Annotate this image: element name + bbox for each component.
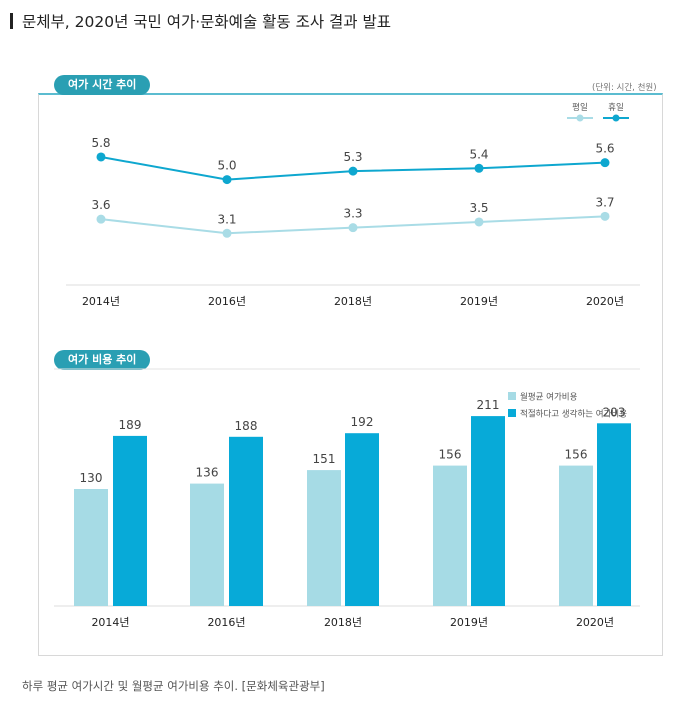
line-data-label: 3.6: [91, 198, 110, 212]
bar: [74, 489, 108, 606]
bar-x-tick-label: 2019년: [450, 616, 488, 629]
line-legend-marker: [612, 114, 620, 122]
bar-data-label: 151: [313, 452, 336, 466]
line-chart-title: 여가 시간 추이: [54, 75, 151, 95]
line-legend-marker: [576, 114, 584, 122]
line-point: [222, 175, 232, 185]
bar-data-label: 188: [235, 419, 258, 433]
bar-legend-swatch: [508, 392, 516, 400]
line-x-tick-label: 2018년: [334, 295, 372, 308]
line-data-label: 3.7: [595, 195, 614, 209]
line-x-tick-label: 2016년: [208, 295, 246, 308]
bar-data-label: 156: [565, 448, 588, 462]
bar-chart-title: 여가 비용 추이: [54, 350, 151, 370]
bar: [307, 470, 341, 606]
bar-data-label: 189: [119, 418, 142, 432]
bar: [113, 435, 147, 606]
line-point: [348, 223, 358, 233]
line-point: [600, 211, 610, 221]
bar-x-tick-label: 2018년: [324, 616, 362, 629]
line-data-label: 5.8: [91, 136, 110, 150]
line-point: [348, 166, 358, 176]
line-legend-label: 휴일: [608, 103, 624, 113]
bar-data-label: 203: [603, 405, 626, 419]
line-data-label: 3.1: [217, 212, 236, 226]
bar-data-label: 211: [477, 398, 500, 412]
caption: 하루 평균 여가시간 및 월평균 여가비용 추이. [문화체육관광부]: [22, 679, 325, 693]
line-legend-label: 평일: [572, 102, 588, 113]
line-point: [600, 158, 610, 168]
bar-data-label: 192: [351, 415, 374, 429]
bar: [559, 465, 593, 606]
bar-legend-label: 월평균 여가비용: [520, 392, 578, 403]
bar: [345, 433, 379, 606]
line-x-tick-label: 2014년: [82, 295, 120, 308]
line-data-label: 5.3: [343, 150, 362, 164]
bar-x-tick-label: 2016년: [207, 616, 245, 629]
line-data-label: 5.6: [595, 142, 614, 156]
bar-x-tick-label: 2020년: [576, 616, 614, 629]
bar: [471, 416, 505, 606]
headline-text: 문체부, 2020년 국민 여가·문화예술 활동 조사 결과 발표: [22, 13, 391, 31]
bar-data-label: 136: [196, 466, 219, 480]
line-x-tick-label: 2020년: [586, 295, 624, 308]
line-point: [96, 152, 106, 162]
bar: [229, 436, 263, 606]
line-data-label: 3.5: [469, 201, 488, 215]
line-data-label: 3.3: [343, 207, 362, 221]
bar: [597, 423, 631, 606]
bar-x-tick-label: 2014년: [91, 616, 129, 629]
line-point: [474, 217, 484, 227]
line-x-tick-label: 2019년: [460, 295, 498, 308]
line-data-label: 5.4: [469, 147, 488, 161]
bar: [433, 465, 467, 606]
line-data-label: 5.0: [217, 159, 236, 173]
line-point: [222, 228, 232, 238]
line-point: [96, 214, 106, 224]
bar-data-label: 156: [439, 448, 462, 462]
bar-legend-label: 적절하다고 생각하는 여가비용: [520, 409, 627, 420]
bar: [190, 483, 224, 606]
bar-data-label: 130: [80, 471, 103, 485]
line-point: [474, 163, 484, 173]
bar-legend-swatch: [508, 409, 516, 417]
unit-note: (단위: 시간, 천원): [592, 83, 657, 93]
headline-bar-icon: [10, 13, 13, 29]
headline: 문체부, 2020년 국민 여가·문화예술 활동 조사 결과 발표: [10, 10, 391, 32]
